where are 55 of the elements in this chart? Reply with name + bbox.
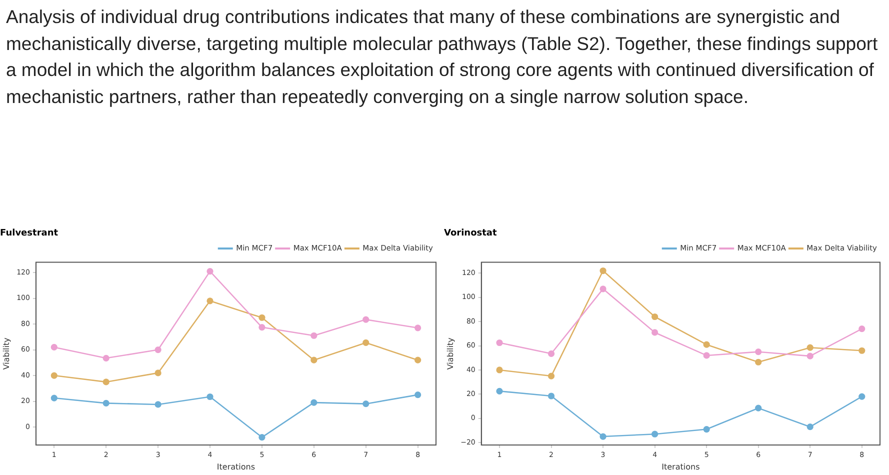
text: Analysis of individual drug contributions indicates that many of these combinations are synergistic and mechanistically diverse, targeting multiple molecular pathways (Table S2). Together, these findings support a model in which the algorithm balances exploitation of strong core agents with continued diversification of mechanistic partners, rather than repeatedly converging on a single narrow solution space.	[6, 5, 879, 109]
point	[703, 352, 710, 359]
point	[362, 400, 370, 408]
point	[206, 298, 214, 304]
point	[310, 356, 318, 364]
point	[548, 392, 555, 400]
point	[50, 372, 58, 379]
point	[362, 339, 370, 346]
point	[858, 347, 866, 354]
point	[310, 332, 318, 339]
point	[806, 344, 814, 351]
point	[258, 324, 266, 331]
point	[50, 394, 58, 402]
point	[806, 352, 814, 360]
point	[102, 400, 110, 406]
point	[858, 326, 866, 332]
point	[755, 404, 762, 412]
point	[258, 434, 266, 441]
point	[858, 393, 866, 400]
point	[50, 344, 58, 351]
point	[154, 370, 162, 376]
point	[652, 313, 658, 320]
y-axis-title: Viability	[446, 337, 455, 370]
point	[206, 268, 214, 275]
point	[755, 358, 762, 366]
point	[755, 348, 762, 356]
point	[496, 366, 503, 374]
point	[600, 286, 606, 292]
point	[548, 372, 555, 380]
point	[703, 426, 710, 433]
point	[652, 430, 658, 438]
x-axis-title: Iterations	[662, 462, 700, 472]
point	[414, 324, 422, 332]
chart-title: Vorinostat	[444, 228, 498, 239]
point	[102, 378, 110, 386]
x-axis-title: Iterations	[216, 462, 256, 472]
point	[154, 401, 162, 408]
point	[548, 350, 555, 357]
y-axis-title: Viability	[2, 337, 11, 370]
point	[496, 339, 503, 346]
point	[154, 346, 162, 354]
point	[206, 393, 214, 400]
point	[652, 329, 658, 336]
point	[310, 399, 318, 406]
point	[258, 314, 266, 321]
point	[102, 354, 110, 362]
point	[362, 316, 370, 323]
point	[600, 433, 606, 440]
point	[600, 267, 606, 274]
point	[703, 341, 710, 348]
point	[806, 424, 814, 430]
point	[496, 388, 503, 394]
point	[414, 392, 422, 398]
chart-title: Fulvestrant	[0, 228, 59, 239]
point	[414, 356, 422, 364]
